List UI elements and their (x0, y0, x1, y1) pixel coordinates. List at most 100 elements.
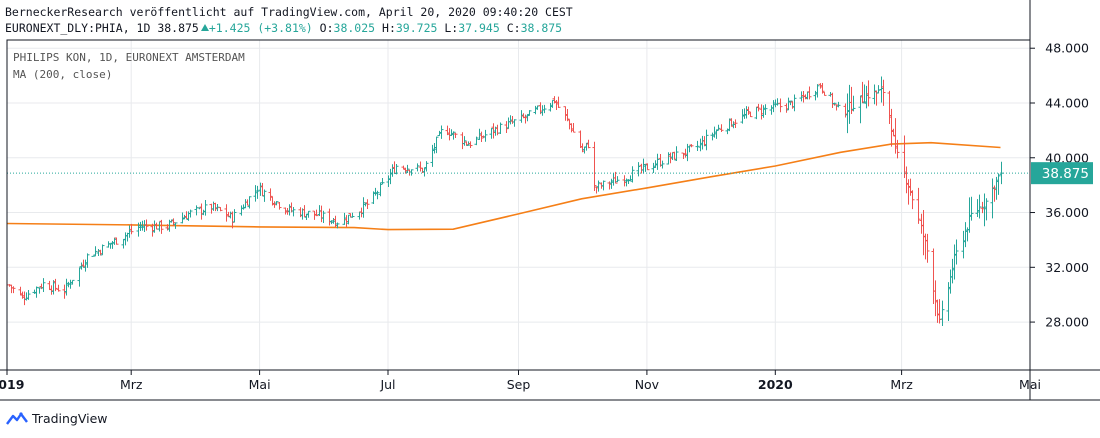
ohlc-bar (68, 279, 73, 289)
ohlc-bar (495, 124, 500, 136)
ohlc-bar (660, 160, 665, 169)
close-label: C: (506, 21, 521, 35)
ohlc-bar (321, 210, 326, 224)
ohlc-bar (830, 92, 835, 108)
ohlc-bar (460, 132, 465, 150)
ohlc-bar (407, 169, 412, 176)
ohlc-bar (556, 96, 561, 109)
ohlc-bar (866, 80, 871, 107)
ohlc-bar (891, 128, 896, 136)
price-tick-label: 44.000 (1045, 95, 1089, 110)
ohlc-bar (392, 161, 397, 174)
ohlc-bar (879, 76, 884, 103)
ohlc-bar (712, 126, 717, 138)
ohlc-bar (790, 101, 795, 109)
grid (6, 40, 1031, 370)
ohlc-bar (630, 166, 635, 183)
time-tick-label: Sep (507, 377, 531, 392)
ohlc-bar (112, 237, 117, 245)
ohlc-bar (314, 209, 319, 217)
time-tick-label: Mrz (890, 377, 913, 392)
ohlc-bar (388, 168, 393, 185)
footer-brand[interactable]: TradingView (32, 411, 108, 426)
ohlc-bar (834, 104, 839, 111)
ohlc-bar (194, 205, 199, 216)
ohlc-bar (85, 253, 90, 268)
ohlc-bar (508, 115, 513, 125)
ma-line (6, 141, 1001, 231)
ohlc-bar (386, 175, 391, 188)
ohlc-bar (975, 199, 980, 217)
ohlc-bar (483, 129, 488, 142)
open-label: O: (319, 21, 334, 35)
ohlc-bar (34, 286, 39, 298)
ohlc-bar (700, 135, 705, 150)
ohlc-bar (213, 202, 218, 212)
ohlc-bar (748, 111, 753, 118)
ohlc-bar (533, 105, 538, 115)
time-tick-label: Mrz (120, 377, 143, 392)
ohlc-bar (847, 84, 852, 124)
ohlc-bar (232, 209, 237, 223)
ohlc-bar (365, 199, 370, 210)
ohlc-bar (125, 232, 130, 242)
ohlc-bar (409, 169, 414, 176)
ohlc-bar (401, 165, 406, 170)
price-tick-label: 40.000 (1045, 150, 1089, 165)
ohlc-bar (948, 269, 953, 294)
ohlc-bar (963, 222, 968, 248)
ohlc-bar (961, 230, 966, 259)
ohlc-bar (108, 243, 113, 249)
ohlc-bar (405, 164, 410, 174)
ohlc-bar (954, 239, 959, 265)
ohlc-bar (468, 141, 473, 149)
ohlc-bar (916, 187, 921, 224)
low-value: 37.945 (458, 21, 500, 35)
ohlc-bar (361, 197, 366, 218)
time-axis[interactable]: 2019 Mrz Mai Jul Sep Nov 2020 Mrz Mai (0, 370, 1041, 392)
ohlc-bar (142, 220, 147, 232)
ohlc-bar (24, 292, 29, 301)
ohlc-bar (702, 136, 707, 147)
ohlc-bar (919, 213, 924, 234)
ohlc-bar (607, 181, 612, 190)
time-tick-label: Mai (249, 377, 271, 392)
ohlc-bar (731, 121, 736, 129)
ohlc-bar (49, 285, 54, 295)
ohlc-bar (380, 178, 385, 185)
ohlc-bar (596, 180, 601, 192)
time-tick-label: Nov (635, 377, 660, 392)
ohlc-bar (813, 90, 818, 101)
ohlc-bar (342, 212, 347, 225)
moving-average (6, 141, 1001, 231)
ohlc-bar (548, 103, 553, 112)
ohlc-bar (645, 163, 650, 171)
ohlc-bar (489, 128, 494, 139)
ohlc-bar (79, 262, 84, 270)
ohlc-bar (862, 84, 867, 104)
price-axis[interactable]: 28.000 32.000 36.000 40.000 44.000 48.000 38.8… (1030, 41, 1093, 330)
ohlc-bar (695, 140, 700, 152)
ohlc-bar (786, 97, 791, 111)
ohlc-bar (47, 280, 52, 290)
ohlc-bar (843, 103, 848, 118)
ohlc-bar (601, 180, 606, 191)
ohlc-bar (37, 287, 42, 294)
ohlc-bar (346, 214, 351, 225)
time-tick-label: 2019 (0, 377, 24, 392)
ohlc-bar (138, 221, 143, 231)
ohlc-bar (887, 90, 892, 124)
ohlc-bar (180, 212, 185, 224)
ohlc-bar (422, 167, 427, 177)
price-tick-label: 36.000 (1045, 205, 1089, 220)
ohlc-bar (895, 139, 900, 159)
ohlc-bar (26, 289, 31, 300)
time-tick-label: Mai (1019, 377, 1041, 392)
ohlc-bar (836, 101, 841, 108)
ohlc-bar (375, 190, 380, 200)
ohlc-bar (578, 130, 583, 148)
ohlc-bar (157, 221, 162, 232)
ohlc-bar (203, 200, 208, 216)
ohlc-bar (373, 187, 378, 196)
